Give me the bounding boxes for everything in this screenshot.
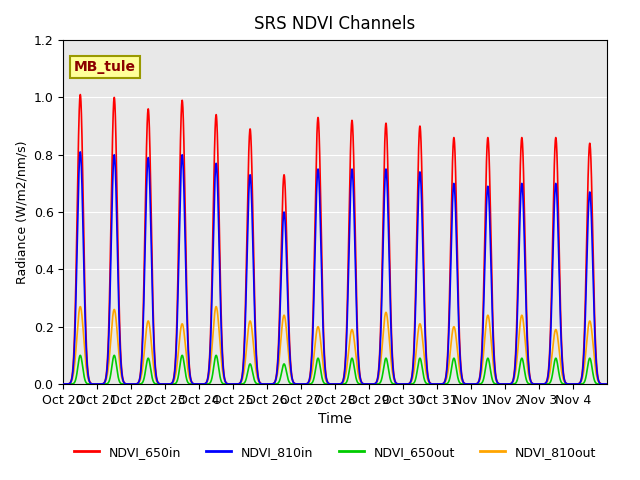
- Text: MB_tule: MB_tule: [74, 60, 136, 74]
- Legend: NDVI_650in, NDVI_810in, NDVI_650out, NDVI_810out: NDVI_650in, NDVI_810in, NDVI_650out, NDV…: [68, 441, 601, 464]
- Title: SRS NDVI Channels: SRS NDVI Channels: [254, 15, 415, 33]
- X-axis label: Time: Time: [318, 412, 352, 426]
- Y-axis label: Radiance (W/m2/nm/s): Radiance (W/m2/nm/s): [15, 140, 28, 284]
